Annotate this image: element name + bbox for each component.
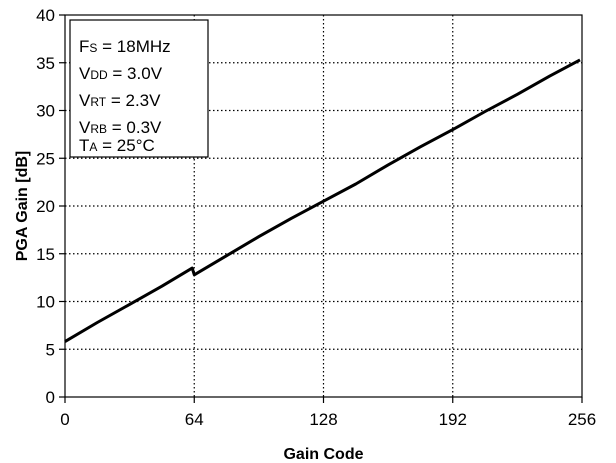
y-tick-label: 40 bbox=[36, 6, 55, 25]
y-tick-label: 15 bbox=[36, 245, 55, 264]
y-tick-label: 10 bbox=[36, 293, 55, 312]
series-line bbox=[64, 58, 581, 343]
y-axis-label: PGA Gain [dB] bbox=[14, 151, 31, 262]
y-tick-label: 5 bbox=[46, 340, 55, 359]
x-axis-label: Gain Code bbox=[283, 446, 363, 463]
y-tick-label: 0 bbox=[46, 388, 55, 407]
condition-line: TA = 25°C bbox=[79, 136, 155, 155]
x-axis-ticks: 0 64 128 192 256 bbox=[60, 397, 596, 429]
conditions-box: FS = 18MHz VDD = 3.0V VRT = 2.3V VRB = 0.3V… bbox=[69, 19, 209, 158]
y-tick-label: 30 bbox=[36, 102, 55, 121]
y-tick-label: 35 bbox=[36, 54, 55, 73]
x-tick-label: 64 bbox=[185, 410, 204, 429]
y-axis-ticks: 0 5 10 15 20 25 30 35 40 bbox=[36, 6, 65, 407]
condition-line: VDD = 3.0V bbox=[79, 64, 163, 83]
x-tick-label: 256 bbox=[568, 410, 596, 429]
y-tick-label: 25 bbox=[36, 149, 55, 168]
x-tick-label: 0 bbox=[60, 410, 69, 429]
conditions-box-frame bbox=[69, 19, 209, 158]
x-tick-label: 192 bbox=[439, 410, 467, 429]
y-tick-label: 20 bbox=[36, 197, 55, 216]
condition-line: VRB = 0.3V bbox=[79, 118, 162, 137]
x-tick-label: 128 bbox=[309, 410, 337, 429]
condition-line: VRT = 2.3V bbox=[79, 91, 161, 110]
condition-line: FS = 18MHz bbox=[79, 37, 171, 56]
